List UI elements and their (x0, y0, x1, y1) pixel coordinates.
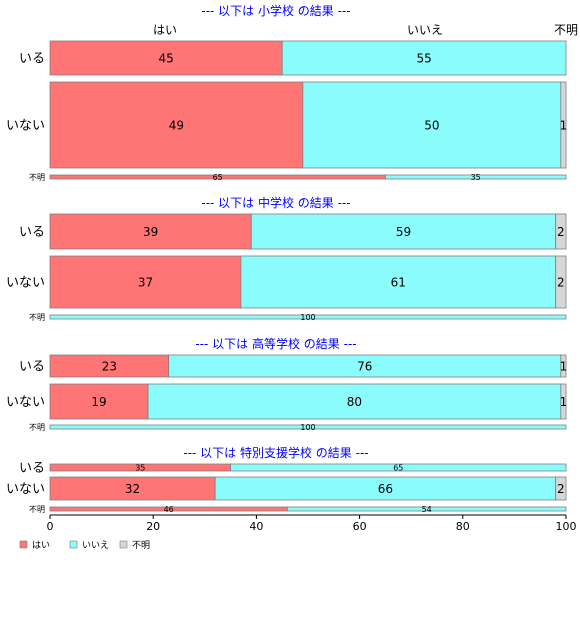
bar-segment-2 (49, 424, 567, 430)
x-tick-label: 60 (353, 520, 367, 533)
legend-label-2: いいえ (82, 540, 109, 551)
data-label: 39 (143, 225, 158, 239)
row-label: いない (6, 482, 45, 497)
panel-title: --- 以下は 中学校 の結果 --- (201, 195, 350, 210)
bar-segment-1 (49, 255, 242, 309)
bar-segment-2 (302, 81, 562, 169)
data-label: 35 (471, 173, 481, 182)
panel-title: --- 以下は 小学校 の結果 --- (201, 3, 350, 18)
row-label: いる (19, 225, 45, 240)
bar-segment-3 (555, 255, 567, 309)
row-label: いない (6, 276, 45, 291)
data-label: 66 (378, 482, 393, 496)
legend-label-3: 不明 (132, 540, 150, 551)
data-label: 80 (347, 395, 362, 409)
data-label: 65 (393, 463, 403, 472)
legend-swatch-2 (69, 540, 78, 549)
bar-segment-1 (49, 81, 304, 169)
legend-swatch-3 (119, 540, 128, 549)
data-label: 37 (138, 275, 153, 289)
x-tick-label: 0 (47, 520, 54, 533)
data-label: 1 (560, 395, 568, 409)
bar-segment-2 (384, 174, 567, 180)
data-label: 100 (300, 423, 315, 432)
row-label: いない (6, 395, 45, 410)
bar-segment-3 (560, 383, 567, 420)
bar-segment-3 (555, 213, 567, 250)
row-label: いる (19, 52, 45, 67)
bar-segment-3 (555, 476, 567, 501)
data-label: 2 (557, 225, 565, 239)
row-label: いる (19, 461, 45, 476)
data-label: 45 (158, 51, 173, 65)
data-label: 1 (560, 359, 568, 373)
bar-segment-1 (49, 213, 252, 250)
column-header-1: はい (153, 23, 177, 37)
bar-segment-2 (49, 314, 567, 320)
data-label: 55 (416, 51, 431, 65)
bar-segment-3 (560, 81, 567, 169)
bar-segment-1 (49, 383, 149, 420)
legend-swatch-1 (19, 540, 28, 549)
bar-segment-2 (240, 255, 557, 309)
data-label: 76 (357, 359, 372, 373)
data-label: 61 (391, 275, 406, 289)
x-tick-label: 100 (556, 520, 577, 533)
data-label: 46 (164, 505, 174, 514)
x-tick-label: 20 (146, 520, 160, 533)
data-label: 1 (560, 118, 568, 132)
row-label: 不明 (29, 505, 45, 514)
data-label: 2 (557, 482, 565, 496)
x-tick-label: 40 (249, 520, 263, 533)
panel-title: --- 以下は 特別支援学校 の結果 --- (183, 445, 368, 460)
row-label: 不明 (29, 313, 45, 322)
row-label: 不明 (29, 173, 45, 182)
data-label: 65 (213, 173, 223, 182)
data-label: 100 (300, 313, 315, 322)
bar-segment-2 (286, 506, 567, 512)
bar-segment-2 (281, 40, 567, 76)
data-label: 32 (125, 482, 140, 496)
row-label: いない (6, 119, 45, 134)
column-header-2: いいえ (407, 23, 443, 37)
bar-segment-2 (230, 463, 567, 472)
data-label: 49 (169, 118, 184, 132)
data-label: 35 (135, 463, 145, 472)
bar-segment-1 (49, 40, 283, 76)
x-tick-label: 80 (456, 520, 470, 533)
column-header-3: 不明 (554, 23, 578, 37)
data-label: 2 (557, 275, 565, 289)
row-label: いる (19, 360, 45, 375)
row-label: 不明 (29, 423, 45, 432)
panel-title: --- 以下は 高等学校 の結果 --- (195, 336, 356, 351)
data-label: 50 (424, 118, 439, 132)
legend-label-1: はい (32, 540, 50, 551)
bar-segment-2 (250, 213, 557, 250)
data-label: 54 (422, 505, 432, 514)
data-label: 23 (102, 359, 117, 373)
data-label: 59 (396, 225, 411, 239)
bar-segment-3 (560, 354, 567, 378)
data-label: 19 (91, 395, 106, 409)
